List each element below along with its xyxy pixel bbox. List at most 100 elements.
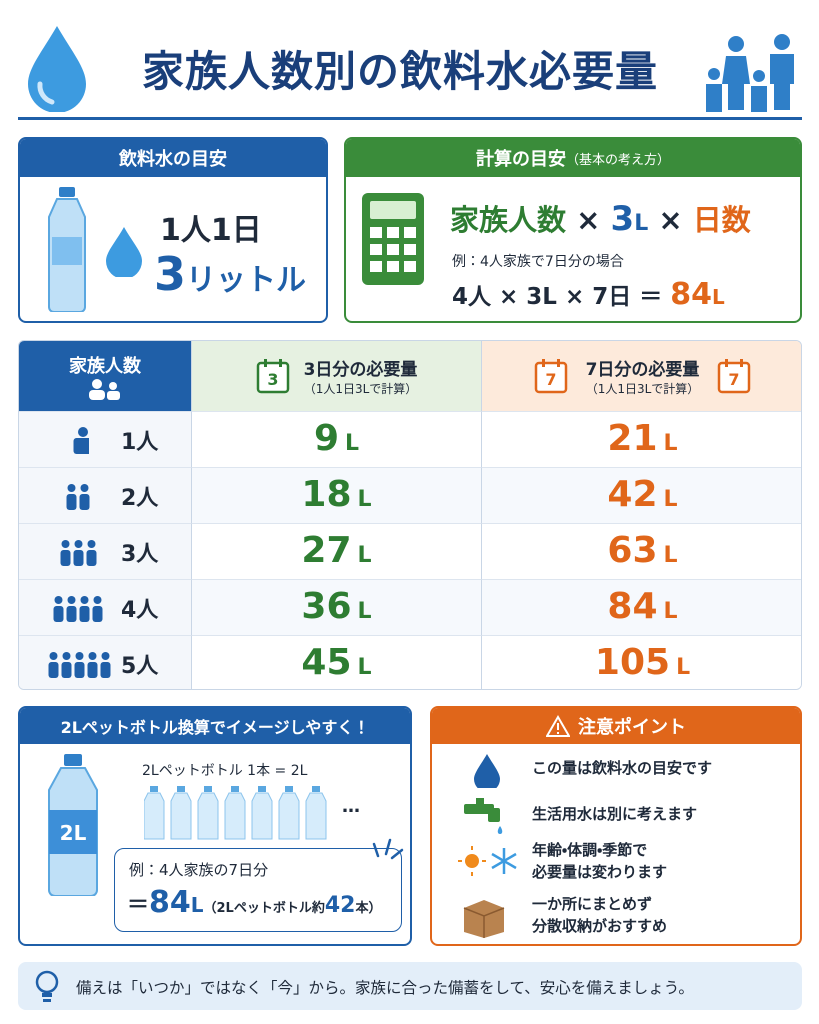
unit: L <box>357 599 372 624</box>
three-value: 9 <box>313 418 340 459</box>
unit: L <box>357 487 372 512</box>
big-bottle: 2L <box>48 754 98 896</box>
people-icons <box>43 538 113 566</box>
drop-icon <box>106 227 142 277</box>
caution-item: 生活用水は別に考えます <box>532 805 698 823</box>
example-result: 84 <box>670 277 713 312</box>
calc-subtitle: （基本の考え方） <box>565 152 670 168</box>
calendar-number: 3 <box>267 370 278 389</box>
bottle-row <box>144 786 327 840</box>
col7-title: 7日分の必要量 <box>585 360 700 380</box>
guide-title: 飲料水の目安 <box>20 139 326 177</box>
three-cell: 45 L <box>191 635 481 689</box>
guide-per: 1人1日 <box>160 213 262 248</box>
people-header: 家族人数 <box>19 341 191 411</box>
note-pre: （2Lペットボトル約 <box>203 901 325 916</box>
three-value: 36 <box>301 586 352 627</box>
guide-card: 飲料水の目安 1人1日 3リットル <box>18 137 328 323</box>
example-label: 例：4人家族で7日分の場合 <box>452 254 624 270</box>
title: 家族人数別の飲料水必要量 <box>141 47 658 96</box>
calc-header: 計算の目安 （基本の考え方） <box>346 139 800 177</box>
calc-card: 計算の目安 （基本の考え方） 家族人数 × 3L × 日数 例：4人家族で7日分の… <box>344 137 802 323</box>
three-cell: 27 L <box>191 523 481 579</box>
warning-icon <box>546 715 570 737</box>
bottle-label: 2L <box>60 821 87 845</box>
count: 42 <box>324 893 356 918</box>
bottle-caption: 2Lペットボトル 1本 = 2L <box>142 763 308 779</box>
people-count: 4人 <box>121 597 159 623</box>
amount-unit: リットル <box>186 263 307 298</box>
unit: L <box>190 893 204 917</box>
seven-cell: 105 L <box>481 635 801 689</box>
people-icons <box>43 482 113 510</box>
calendar-number: 7 <box>545 370 556 389</box>
seven-value: 42 <box>607 474 658 515</box>
people-header-text: 家族人数 <box>69 356 141 377</box>
bottle-dots: … <box>342 796 360 817</box>
formula-people: 家族人数 <box>450 203 567 237</box>
three-value: 45 <box>301 642 352 683</box>
seven-cell: 63 L <box>481 523 801 579</box>
bottle-card: 2Lペットボトル換算でイメージしやすく！ 2L 2Lペットボトル 1本 = 2L… <box>18 706 412 946</box>
col7-header: 7 7日分の必要量 （1人1日3Lで計算） 7 <box>481 341 801 411</box>
caution-card: 注意ポイント この量は飲料水の目安です 生活用水は別に考えます 年齢・体調・季節で … <box>430 706 802 946</box>
footer: 備えは「いつか」ではなく「今」から。家族に合った備蓄をして、安心を備えましょう。 <box>18 962 802 1010</box>
faucet-icon <box>464 798 503 834</box>
note-post: 本） <box>355 901 382 916</box>
people-count: 1人 <box>121 429 159 455</box>
needs-table: 家族人数 3 3日分の必要量 （1人1日3Lで計算） 7 7日分の必要量 （1人1日… <box>18 340 802 690</box>
caution-item: 年齢・体調・季節で 必要量は変わります <box>532 841 668 881</box>
people-cell: 5人 <box>19 635 191 689</box>
people-icons <box>43 594 113 622</box>
seven-value: 84 <box>607 586 658 627</box>
family-icon <box>706 34 794 112</box>
spark-icon <box>372 838 404 860</box>
unit: L <box>663 487 678 512</box>
example-unit: L <box>712 285 725 309</box>
people-count: 5人 <box>121 653 159 679</box>
unit: L <box>663 431 678 456</box>
calendar-icon: 3 <box>256 359 289 394</box>
people-count: 2人 <box>121 485 159 511</box>
unit: L <box>345 431 360 456</box>
bottle-result: ＝84L（2Lペットボトル約42本） <box>127 885 382 920</box>
formula-unit: L <box>634 211 649 236</box>
people-count: 3人 <box>121 541 159 567</box>
people-icons <box>43 426 113 454</box>
bottle-example-box: 例：4人家族の7日分 ＝84L（2Lペットボトル約42本） <box>114 848 402 932</box>
example-formula: 4人 × 3L × 7日 ＝ 84L <box>452 277 725 312</box>
people-icons <box>43 650 113 678</box>
calendar-icon: 7 <box>534 359 567 394</box>
people-cell: 4人 <box>19 579 191 635</box>
box-icon <box>463 900 505 938</box>
formula: 家族人数 × 3L × 日数 <box>450 197 751 239</box>
calculator-icon <box>362 193 424 285</box>
unit: L <box>676 655 691 680</box>
seven-cell: 42 L <box>481 467 801 523</box>
unit: L <box>663 599 678 624</box>
amount-number: 3 <box>154 247 187 301</box>
caution-item: 一か所にまとめず 分散収納がおすすめ <box>532 895 668 935</box>
people-icon <box>73 426 89 454</box>
people-icon <box>53 595 103 622</box>
bottle-example: 例：4人家族の7日分 <box>129 861 269 879</box>
col3-title: 3日分の必要量 <box>303 360 418 380</box>
unit: L <box>357 543 372 568</box>
unit: L <box>663 543 678 568</box>
people-cell: 1人 <box>19 411 191 467</box>
people-cell: 2人 <box>19 467 191 523</box>
three-cell: 18 L <box>191 467 481 523</box>
unit: L <box>357 655 372 680</box>
header-rule <box>18 117 802 120</box>
caution-item: この量は飲料水の目安です <box>532 759 713 777</box>
seven-value: 63 <box>607 530 658 571</box>
three-cell: 36 L <box>191 579 481 635</box>
result: 84 <box>149 885 191 920</box>
seven-cell: 84 L <box>481 579 801 635</box>
seven-value: 105 <box>594 642 671 683</box>
eq: ＝ <box>127 893 150 918</box>
col3-header: 3 3日分の必要量 （1人1日3Lで計算） <box>191 341 481 411</box>
people-cell: 3人 <box>19 523 191 579</box>
